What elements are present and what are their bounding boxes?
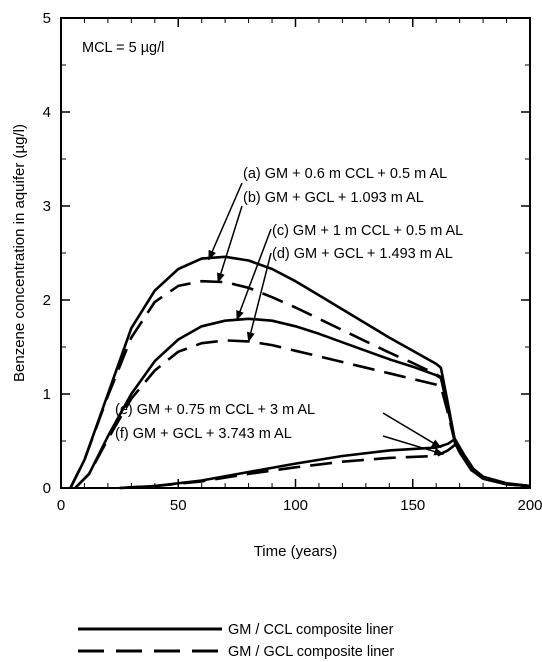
y-tick-label: 3 <box>43 198 51 215</box>
legend-label-ccl: GM / CCL composite liner <box>228 622 394 638</box>
annotation-label-b: (b) GM + GCL + 1.093 m AL <box>243 190 424 206</box>
y-tick-label: 2 <box>43 292 51 309</box>
series-line-f <box>119 443 531 490</box>
x-tick-label: 0 <box>57 497 65 514</box>
series-lines <box>69 255 531 490</box>
annotation-label-c: (c) GM + 1 m CCL + 0.5 m AL <box>272 223 463 239</box>
annotation-label-d: (d) GM + GCL + 1.493 m AL <box>272 246 453 262</box>
annotation-label-e: (e) GM + 0.75 m CCL + 3 m AL <box>115 402 315 418</box>
annotations: (a) GM + 0.6 m CCL + 0.5 m AL (b) GM + GC… <box>115 166 463 456</box>
y-tick-label: 5 <box>43 10 51 27</box>
annotation-label-a: (a) GM + 0.6 m CCL + 0.5 m AL <box>243 166 447 182</box>
x-tick-label: 200 <box>517 497 542 514</box>
series-line-c <box>74 317 531 489</box>
annotation-label-f: (f) GM + GCL + 3.743 m AL <box>115 426 292 442</box>
annotation-arrow-c <box>236 228 272 321</box>
x-tick-label: 50 <box>170 497 187 514</box>
annotation-arrow-d <box>246 252 272 343</box>
axis-tick-labels: 0 50 100 150 200 0 1 2 3 4 5 <box>43 10 542 514</box>
x-axis-title: Time (years) <box>254 543 338 560</box>
annotation-arrow-a <box>208 182 243 261</box>
legend: GM / CCL composite liner GM / GCL compos… <box>78 622 394 660</box>
y-tick-label: 4 <box>43 104 51 121</box>
axis-ticks <box>60 17 531 489</box>
legend-label-gcl: GM / GCL composite liner <box>228 644 394 660</box>
x-tick-label: 150 <box>400 497 425 514</box>
x-tick-label: 100 <box>283 497 308 514</box>
y-axis-title: Benzene concentration in aquifer (µg/l) <box>11 124 28 382</box>
annotation-arrow-e <box>382 412 442 449</box>
series-line-d <box>74 339 531 489</box>
y-tick-label: 1 <box>43 386 51 403</box>
annotation-arrow-f <box>382 435 445 456</box>
y-tick-label: 0 <box>43 480 51 497</box>
annotation-arrow-b <box>216 205 243 284</box>
mcl-note: MCL = 5 µg/l <box>82 40 164 56</box>
